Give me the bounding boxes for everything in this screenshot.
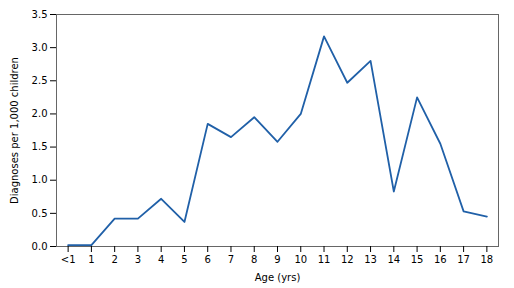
svg-text:14: 14 [387,254,400,265]
svg-text:4: 4 [158,254,164,265]
svg-text:2.0: 2.0 [32,108,48,119]
svg-text:0.5: 0.5 [32,208,48,219]
svg-text:3: 3 [135,254,141,265]
svg-text:7: 7 [228,254,234,265]
svg-text:3.5: 3.5 [32,9,48,20]
svg-text:0.0: 0.0 [32,241,48,252]
svg-text:1: 1 [88,254,94,265]
svg-text:8: 8 [251,254,257,265]
svg-text:1.0: 1.0 [32,174,48,185]
svg-text:15: 15 [411,254,424,265]
svg-text:9: 9 [274,254,280,265]
svg-text:11: 11 [318,254,331,265]
svg-text:3.0: 3.0 [32,42,48,53]
svg-text:<1: <1 [61,254,76,265]
svg-text:Diagnoses per 1,000 children: Diagnoses per 1,000 children [9,57,20,204]
svg-text:10: 10 [294,254,307,265]
svg-text:1.5: 1.5 [32,141,48,152]
svg-text:2.5: 2.5 [32,75,48,86]
svg-text:6: 6 [205,254,211,265]
svg-text:17: 17 [457,254,470,265]
svg-text:13: 13 [364,254,377,265]
svg-text:Age (yrs): Age (yrs) [255,272,301,283]
svg-text:18: 18 [481,254,494,265]
svg-text:12: 12 [341,254,354,265]
svg-text:2: 2 [111,254,117,265]
svg-text:16: 16 [434,254,447,265]
svg-text:5: 5 [181,254,187,265]
